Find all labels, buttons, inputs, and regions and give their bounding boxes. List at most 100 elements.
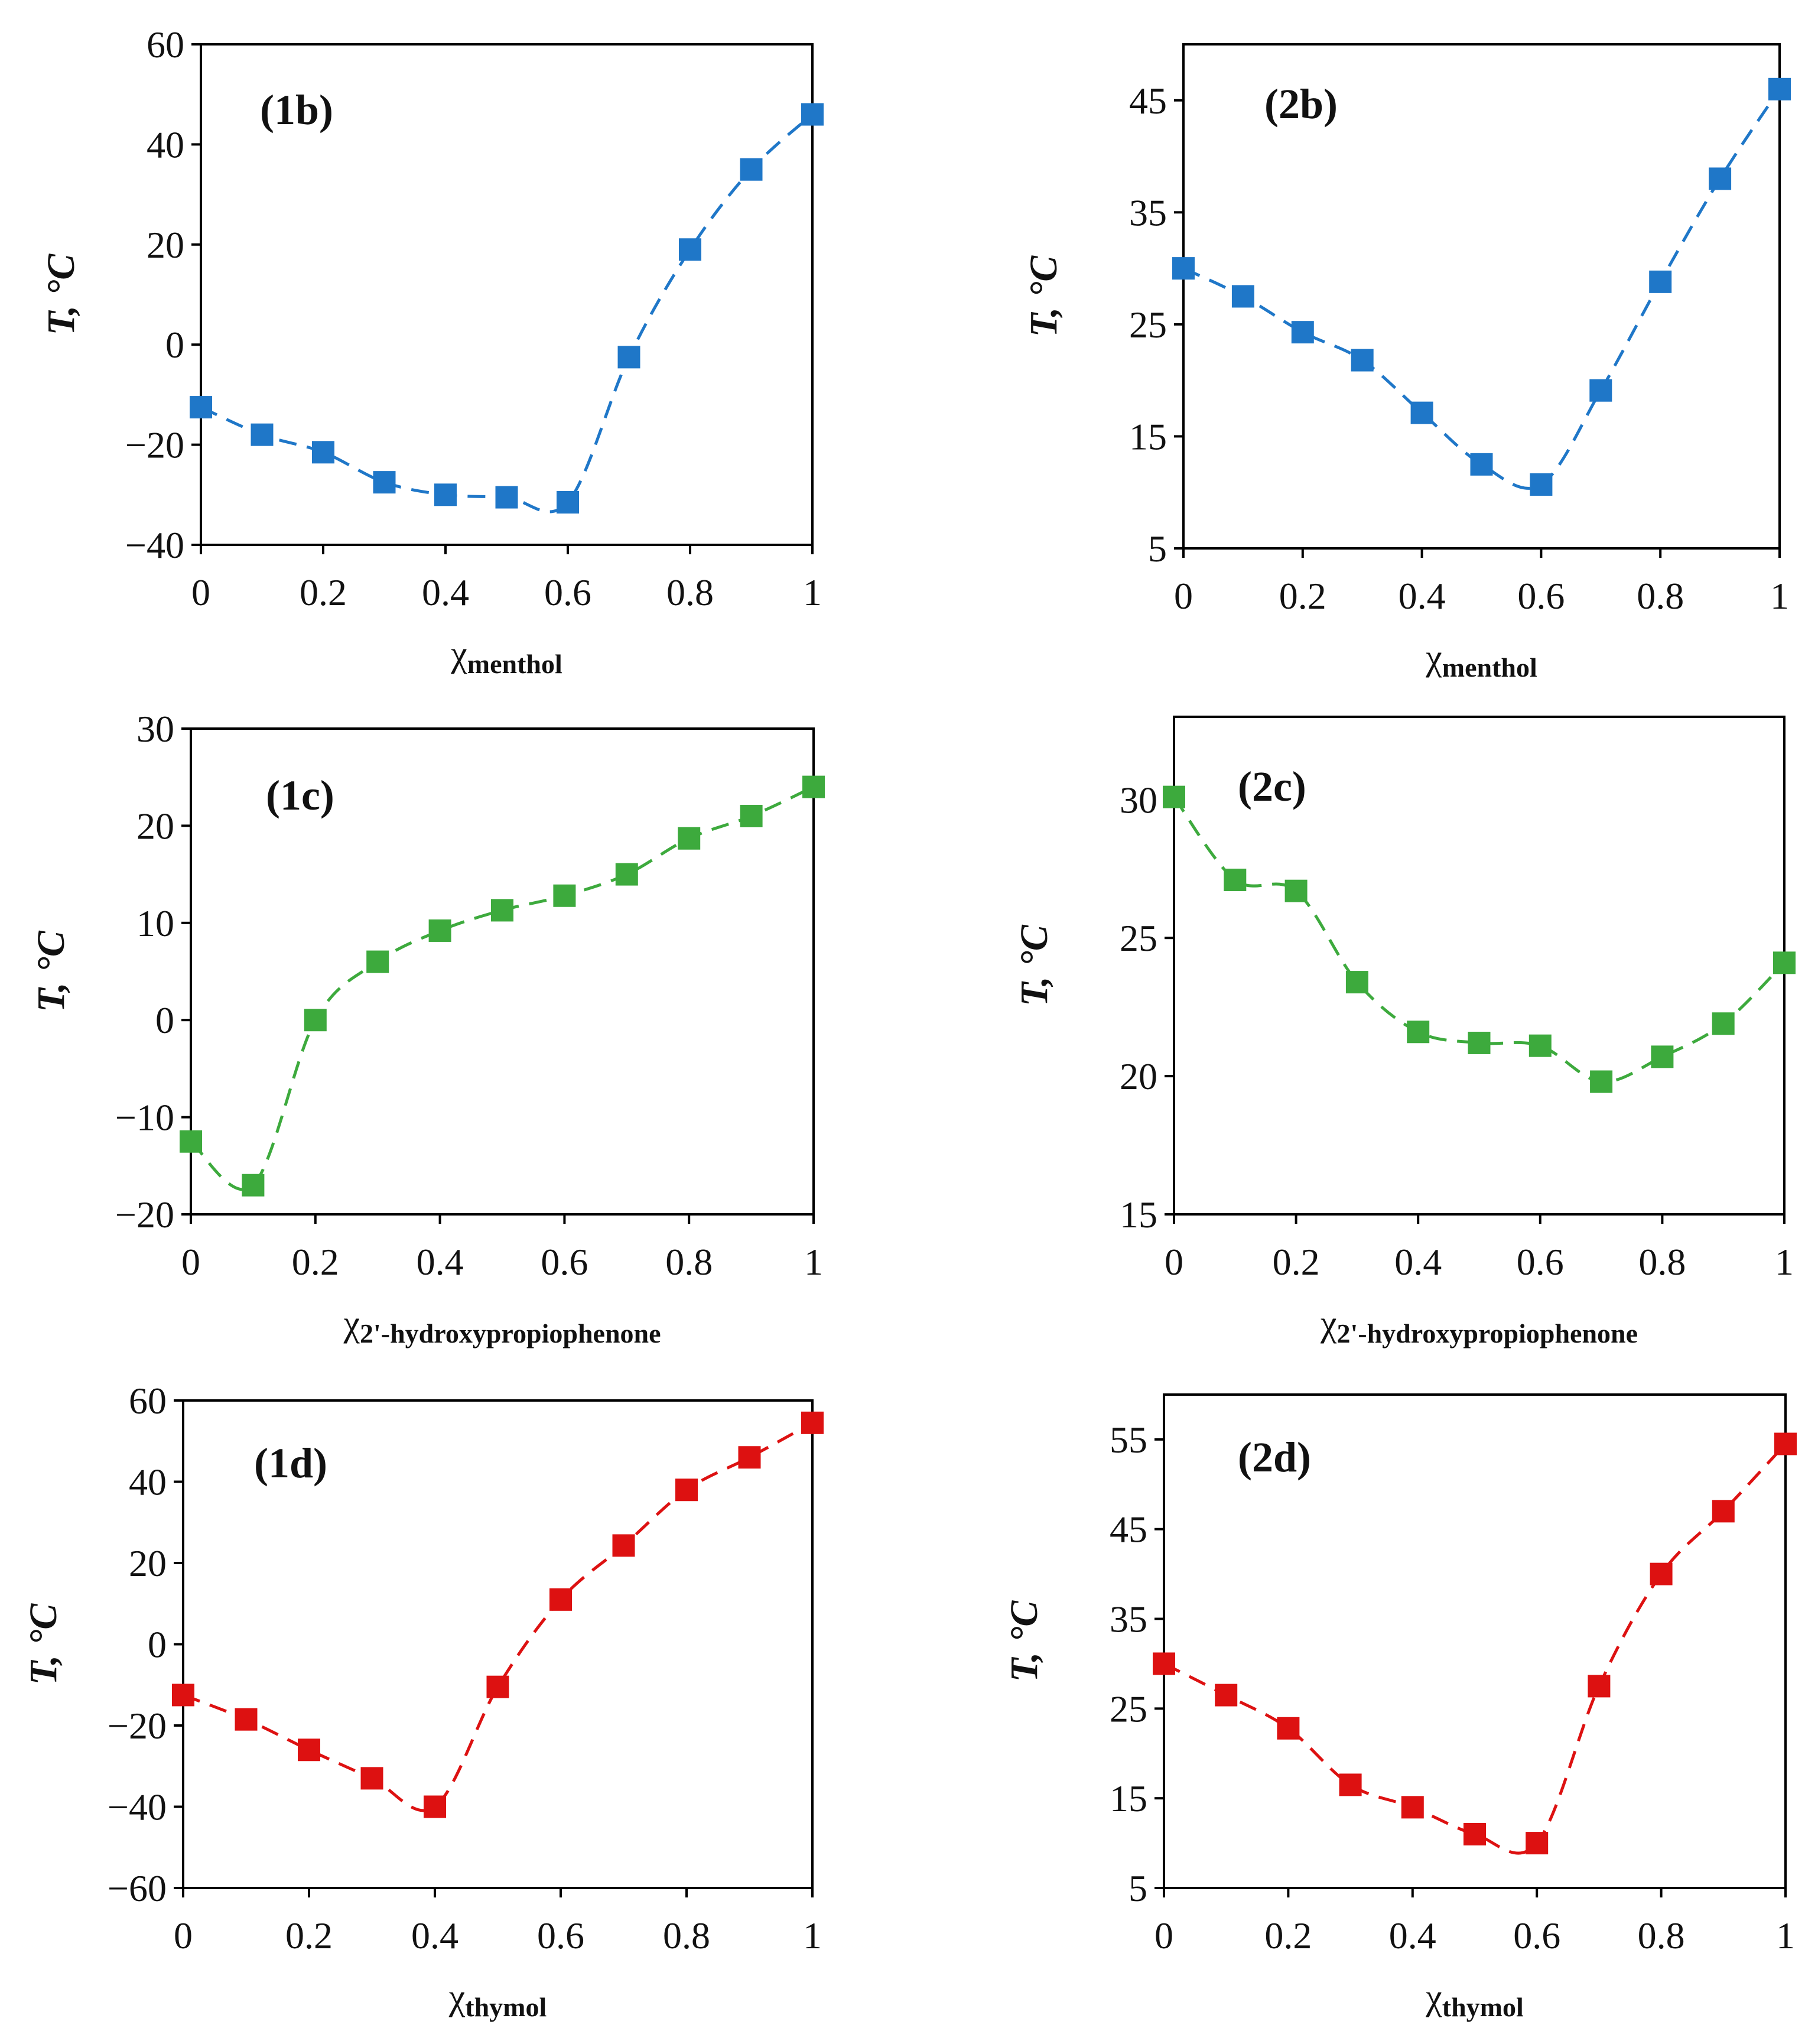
data-point (801, 103, 824, 126)
data-point (617, 346, 640, 369)
y-tick-label: 5 (1128, 1867, 1147, 1909)
data-point (1339, 1773, 1362, 1796)
y-tick-label: 15 (1129, 415, 1167, 457)
data-point (679, 238, 701, 261)
y-axis-label: T, °C (1003, 1600, 1046, 1682)
y-tick-label: 15 (1110, 1777, 1147, 1819)
data-point (1528, 1034, 1552, 1057)
y-tick-label: 60 (129, 1380, 167, 1422)
y-axis-label: T, °C (1013, 924, 1056, 1006)
data-point (1231, 285, 1254, 308)
data-point (1215, 1684, 1238, 1707)
x-tick-label: 0.4 (1394, 1241, 1442, 1283)
y-tick-label: 20 (1120, 1055, 1157, 1097)
data-point (738, 1446, 761, 1469)
data-point (1712, 1500, 1735, 1523)
data-point (1401, 1796, 1424, 1819)
chart-panel: −60 −40 −20 0 20 40 60 0 0.2 0.4 0.6 0.8 1 T, °C χthym… (22, 1380, 824, 2022)
x-tick-label: 0.6 (544, 571, 591, 613)
y-tick-label: 25 (1110, 1688, 1147, 1730)
x-axis-label: χ2'-hydroxypropiophenone (343, 1304, 661, 1348)
x-tick-label: 1 (803, 571, 822, 613)
data-point (366, 950, 389, 973)
y-axis-label: T, °C (40, 254, 83, 336)
data-point (360, 1767, 383, 1790)
x-tick-label: 0.8 (666, 571, 714, 613)
chart-panel: −40 −20 0 20 40 60 0 0.2 0.4 0.6 0.8 1 T, °C χmenthol… (40, 24, 824, 679)
x-axis-subscript: menthol (467, 649, 562, 679)
x-tick-label: 0.8 (1638, 1241, 1686, 1283)
data-point (1224, 868, 1247, 891)
x-tick-label: 0.8 (663, 1915, 710, 1957)
y-tick-label: 20 (147, 224, 184, 266)
data-point (553, 884, 576, 907)
y-axis-label: T, °C (22, 1603, 65, 1685)
y-tick-label: 40 (147, 124, 184, 165)
x-axis-symbol: χ (1425, 1977, 1442, 2017)
y-tick-label: 30 (1120, 779, 1157, 821)
x-axis-label: χthymol (448, 1977, 547, 2022)
data-point (1773, 951, 1796, 974)
x-tick-label: 0.2 (292, 1241, 339, 1283)
x-tick-label: 0.8 (665, 1241, 713, 1283)
x-tick-label: 0 (1174, 575, 1193, 617)
x-tick-label: 0 (181, 1241, 200, 1283)
data-point (1468, 1031, 1491, 1054)
x-tick-label: 0.4 (417, 1241, 464, 1283)
x-tick-label: 0.4 (422, 571, 469, 613)
x-tick-label: 0 (1165, 1241, 1183, 1283)
data-point (428, 919, 451, 942)
plot-frame (200, 43, 814, 546)
panel-label: (2b) (1264, 80, 1338, 128)
y-tick-label: 5 (1148, 528, 1167, 570)
data-point (678, 827, 701, 850)
data-point (1153, 1652, 1175, 1675)
data-point (1650, 1562, 1673, 1585)
y-axis-label: T, °C (30, 930, 73, 1012)
panel-label: (2c) (1238, 763, 1306, 810)
x-tick-label: 0.8 (1638, 1915, 1685, 1957)
panel-label: (2d) (1238, 1434, 1311, 1481)
y-tick-label: 45 (1110, 1509, 1147, 1551)
x-tick-label: 0.6 (1517, 1241, 1564, 1283)
chart-panel: −20 −10 0 10 20 30 0 0.2 0.4 0.6 0.8 1 T, °C χ2'-hydr… (30, 708, 825, 1348)
x-axis-label: χmenthol (450, 634, 562, 679)
y-tick-label: 0 (165, 324, 184, 366)
y-tick-label: 35 (1110, 1598, 1147, 1640)
data-point (495, 486, 518, 509)
data-point (740, 804, 763, 827)
data-point (1588, 1675, 1611, 1698)
y-tick-label: 30 (136, 708, 174, 750)
x-tick-label: 1 (1775, 1241, 1794, 1283)
data-point (1768, 77, 1791, 100)
data-point (172, 1684, 194, 1707)
panel-label: (1c) (266, 772, 334, 819)
data-point (373, 471, 396, 494)
y-tick-label: −40 (108, 1786, 167, 1828)
panel-label: (1b) (260, 86, 333, 134)
x-axis-label: χthymol (1425, 1977, 1524, 2022)
data-point (1172, 257, 1195, 280)
x-tick-label: 1 (1776, 1915, 1795, 1957)
x-tick-label: 0.2 (285, 1915, 333, 1957)
data-point (486, 1675, 509, 1698)
y-tick-label: −20 (115, 1194, 174, 1236)
data-point (235, 1708, 258, 1731)
chart-panel: 5 15 25 35 45 55 0 0.2 0.4 0.6 0.8 1 T, °C χthymol (2d… (1003, 1393, 1797, 2022)
plot-frame (190, 727, 815, 1216)
x-tick-label: 1 (804, 1241, 823, 1283)
y-tick-label: 25 (1129, 304, 1167, 346)
y-tick-label: 20 (136, 805, 174, 847)
x-axis-subscript: thymol (1442, 1992, 1524, 2022)
y-tick-label: −20 (125, 424, 184, 466)
x-axis-symbol: χ (1425, 638, 1442, 678)
x-axis-symbol: χ (1320, 1304, 1337, 1344)
data-point (1277, 1717, 1300, 1740)
data-point (802, 775, 825, 798)
data-point (1590, 1070, 1613, 1093)
x-axis-subscript: menthol (1442, 652, 1537, 683)
panel-label: (1d) (254, 1439, 327, 1487)
data-point (424, 1795, 446, 1818)
data-point (740, 158, 763, 181)
data-point (1774, 1432, 1797, 1455)
